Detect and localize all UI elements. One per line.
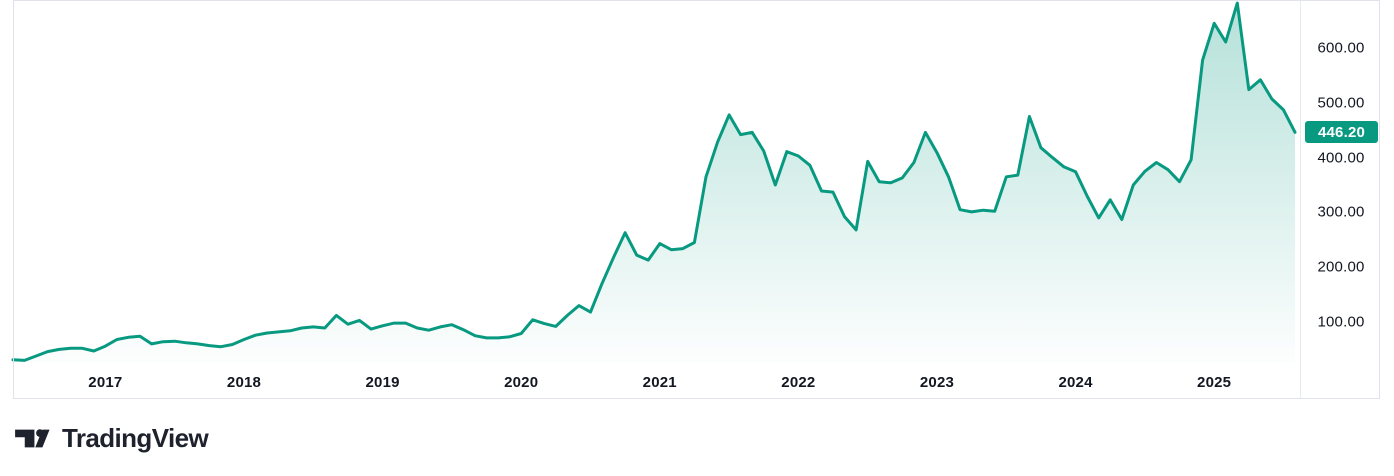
price-axis-label: 400.00: [1317, 149, 1365, 167]
time-axis-label: 2017: [88, 374, 123, 391]
time-axis-label: 2022: [781, 374, 816, 391]
time-axis-label: 2019: [365, 374, 400, 391]
last-price-badge: 446.20: [1305, 121, 1378, 144]
time-axis-label: 2018: [226, 374, 262, 391]
price-axis-label: 500.00: [1317, 94, 1365, 112]
price-axis-label: 600.00: [1317, 39, 1365, 57]
price-axis-label: 200.00: [1317, 258, 1365, 276]
price-line: [11, 1, 1297, 362]
time-axis-label: 2021: [642, 374, 677, 391]
price-axis-label: 100.00: [1317, 313, 1365, 331]
price-scale[interactable]: 100.00 200.00 300.00 400.00 500.00 600.00: [1301, 0, 1381, 399]
time-axis-label: 2024: [1058, 374, 1093, 391]
tradingview-logo[interactable]: TradingView: [15, 423, 209, 454]
price-scale-separator: [1300, 1, 1301, 398]
time-axis-label: 2023: [919, 374, 955, 391]
time-axis-label: 2025: [1197, 374, 1232, 391]
time-axis-label: 2020: [504, 374, 539, 391]
area-fill: [13, 3, 1295, 363]
last-price-value: 446.20: [1317, 123, 1366, 141]
tradingview-logo-icon: [15, 429, 50, 448]
time-scale[interactable]: 2017 2018 2019 2020 2021 2022 2023 2024 2025: [13, 357, 1300, 399]
tradingview-logo-text: TradingView: [62, 423, 209, 453]
price-axis-label: 300.00: [1317, 203, 1365, 221]
